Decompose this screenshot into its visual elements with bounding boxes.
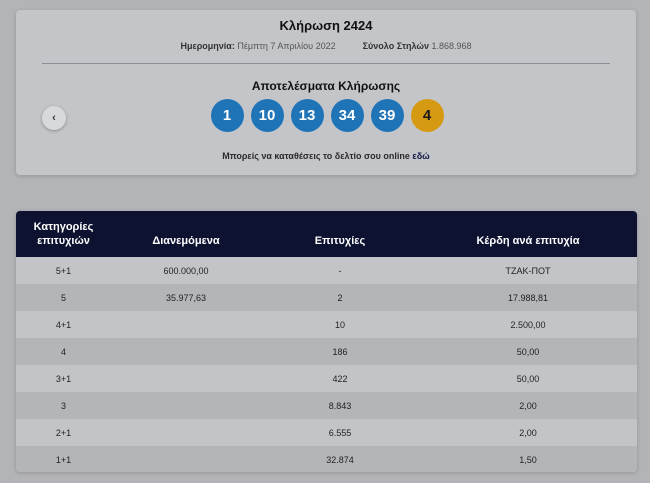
cell-distributed: 600.000,00 [163,265,209,276]
number-ball: 10 [250,99,284,132]
cell-winners: 10 [334,319,345,330]
cell-winners: - [338,265,342,276]
online-text: Μπορείς να καταθέσεις το δελτίο σου onli… [222,151,410,161]
divider [42,63,610,64]
cell-prize: 1,50 [519,454,537,465]
draw-meta: Ημερομηνία: Πέμπτη 7 Απριλίου 2022 Σύνολ… [16,41,636,51]
date-value: Πέμπτη 7 Απριλίου 2022 [237,41,336,51]
cell-prize: 50,00 [516,373,540,384]
table-row: 4 186 50,00 [16,338,637,365]
cell-category: 3+1 [55,373,72,384]
cell-winners: 422 [332,373,348,384]
number-ball: 39 [370,99,404,132]
prize-table: Κατηγορίες επιτυχιών Διανεμόμενα Επιτυχί… [16,211,637,472]
cell-prize: 2,00 [519,400,537,411]
joker-ball: 4 [410,99,444,132]
header-category: Κατηγορίες επιτυχιών [33,221,94,247]
cell-category: 5 [60,292,66,303]
winning-numbers: 1 10 13 34 39 4 [16,99,636,132]
table-row: 3 8.843 2,00 [16,392,637,419]
table-row: 3+1 422 50,00 [16,365,637,392]
cell-category: 4 [60,346,66,357]
table-row: 4+1 10 2.500,00 [16,311,637,338]
columns-value: 1.868.968 [431,41,472,51]
cell-prize: ΤΖΑΚ-ΠΟΤ [505,265,551,276]
cell-category: 5+1 [55,265,72,276]
cell-category: 1+1 [55,454,72,465]
results-title: Αποτελέσματα Κλήρωσης [251,79,401,93]
cell-winners: 186 [332,346,348,357]
number-ball: 1 [210,99,244,132]
cell-distributed: 35.977,63 [165,292,207,303]
table-row: 5+1 600.000,00 - ΤΖΑΚ-ΠΟΤ [16,257,637,284]
cell-winners: 2 [337,292,343,303]
cell-winners: 8.843 [328,400,352,411]
cell-prize: 17.988,81 [507,292,549,303]
cell-category: 4+1 [55,319,72,330]
header-distributed: Διανεμόμενα [152,234,220,247]
header-prize: Κέρδη ανά επιτυχία [476,234,580,247]
chevron-left-icon: ‹ [52,112,56,124]
table-header: Κατηγορίες επιτυχιών Διανεμόμενα Επιτυχί… [16,211,637,257]
online-note: Μπορείς να καταθέσεις το δελτίο σου onli… [16,151,636,161]
cell-prize: 50,00 [516,346,540,357]
draw-summary-card: Κλήρωση 2424 Ημερομηνία: Πέμπτη 7 Απριλί… [16,10,636,175]
columns-label: Σύνολο Στηλών [362,41,429,51]
number-ball: 34 [330,99,364,132]
date-label: Ημερομηνία: [180,41,235,51]
table-row: 1+1 32.874 1,50 [16,446,637,472]
previous-draw-button[interactable]: ‹ [42,106,66,130]
number-ball: 13 [290,99,324,132]
cell-winners: 32.874 [326,454,354,465]
cell-winners: 6.555 [328,427,352,438]
cell-category: 2+1 [55,427,72,438]
cell-prize: 2.500,00 [510,319,546,330]
header-winners: Επιτυχίες [314,234,366,247]
table-row: 2+1 6.555 2,00 [16,419,637,446]
cell-category: 3 [60,400,66,411]
table-row: 5 35.977,63 2 17.988,81 [16,284,637,311]
online-link[interactable]: εδώ [412,151,430,161]
draw-title: Κλήρωση 2424 [279,18,373,33]
cell-prize: 2,00 [519,427,537,438]
